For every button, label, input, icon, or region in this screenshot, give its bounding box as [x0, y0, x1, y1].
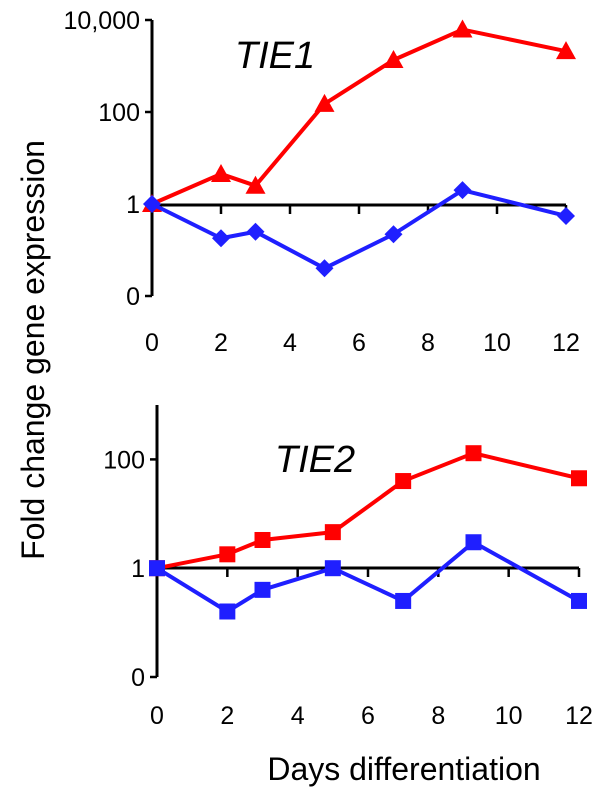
- tie1-y-tick-label: 1: [126, 191, 140, 219]
- tie2-red-data-point: [571, 470, 587, 487]
- tie1-x-tick-label: 4: [283, 329, 297, 357]
- tie2-blue-data-point: [465, 534, 482, 551]
- tie2-x-tick-label: 12: [565, 702, 593, 730]
- tie1-blue-data-point: [315, 259, 334, 278]
- tie1-blue-data-point: [453, 181, 472, 200]
- tie2-red-data-point: [254, 531, 271, 548]
- tie2-blue-data-point: [324, 560, 341, 577]
- tie1-y-tick-label: 10,000: [64, 7, 140, 35]
- tie1-blue-series-line: [151, 188, 567, 271]
- tie1-red-data-point: [556, 41, 576, 60]
- tie1-red-data-point: [314, 93, 335, 112]
- tie1-red-data-point: [211, 163, 231, 182]
- tie1-red-data-point: [383, 50, 404, 69]
- tie1-x-tick-label: 2: [214, 329, 228, 357]
- tie1-y-tick-label: 0: [126, 283, 140, 311]
- tie2-panel: TIE2 0 1 100 0 2 4 6 8 10 12: [103, 405, 593, 730]
- tie2-y-tick-label: 1: [131, 555, 145, 583]
- tie2-x-tick-label: 10: [495, 702, 523, 730]
- tie1-blue-data-point: [246, 222, 265, 241]
- tie1-x-tick-label: 0: [145, 329, 159, 357]
- tie1-x-tick-label: 12: [552, 329, 580, 357]
- tie1-blue-data-point: [212, 229, 230, 248]
- tie2-blue-data-point: [395, 592, 412, 609]
- tie1-blue-data-point: [384, 225, 403, 244]
- y-axis-title: Fold change gene expression: [15, 140, 51, 560]
- tie2-x-tick-label: 2: [220, 702, 234, 730]
- tie2-red-data-point: [395, 473, 412, 490]
- tie1-y-tick-label: 100: [98, 99, 140, 127]
- tie1-blue-data-point: [143, 195, 161, 213]
- tie2-x-tick-label: 6: [361, 702, 375, 730]
- tie1-blue-data-point: [557, 206, 575, 225]
- tie1-x-tick-label: 6: [352, 329, 366, 357]
- tie2-red-data-point: [465, 445, 482, 462]
- tie2-blue-data-point: [149, 560, 165, 577]
- tie2-x-tick-label: 0: [150, 702, 164, 730]
- tie2-x-tick-label: 4: [291, 702, 305, 730]
- tie1-red-data-point: [452, 19, 473, 38]
- tie1-panel: TIE1 0 1 100 10,000 0 2 4 6 8 10 12: [64, 7, 580, 357]
- tie2-blue-data-point: [571, 592, 587, 609]
- tie2-blue-data-point: [254, 581, 271, 598]
- tie1-red-data-point: [245, 175, 266, 194]
- tie2-red-data-point: [324, 524, 341, 541]
- tie2-red-data-point: [219, 546, 236, 563]
- tie2-y-tick-label: 0: [131, 664, 145, 692]
- tie1-x-tick-label: 10: [483, 329, 511, 357]
- x-axis-title: Days differentiation: [267, 751, 540, 787]
- tie2-y-tick-label: 100: [103, 446, 145, 474]
- tie2-x-tick-label: 8: [431, 702, 445, 730]
- tie1-x-tick-label: 8: [421, 329, 435, 357]
- tie2-title: TIE2: [275, 439, 355, 481]
- tie1-title: TIE1: [235, 35, 315, 77]
- tie2-blue-data-point: [219, 603, 236, 620]
